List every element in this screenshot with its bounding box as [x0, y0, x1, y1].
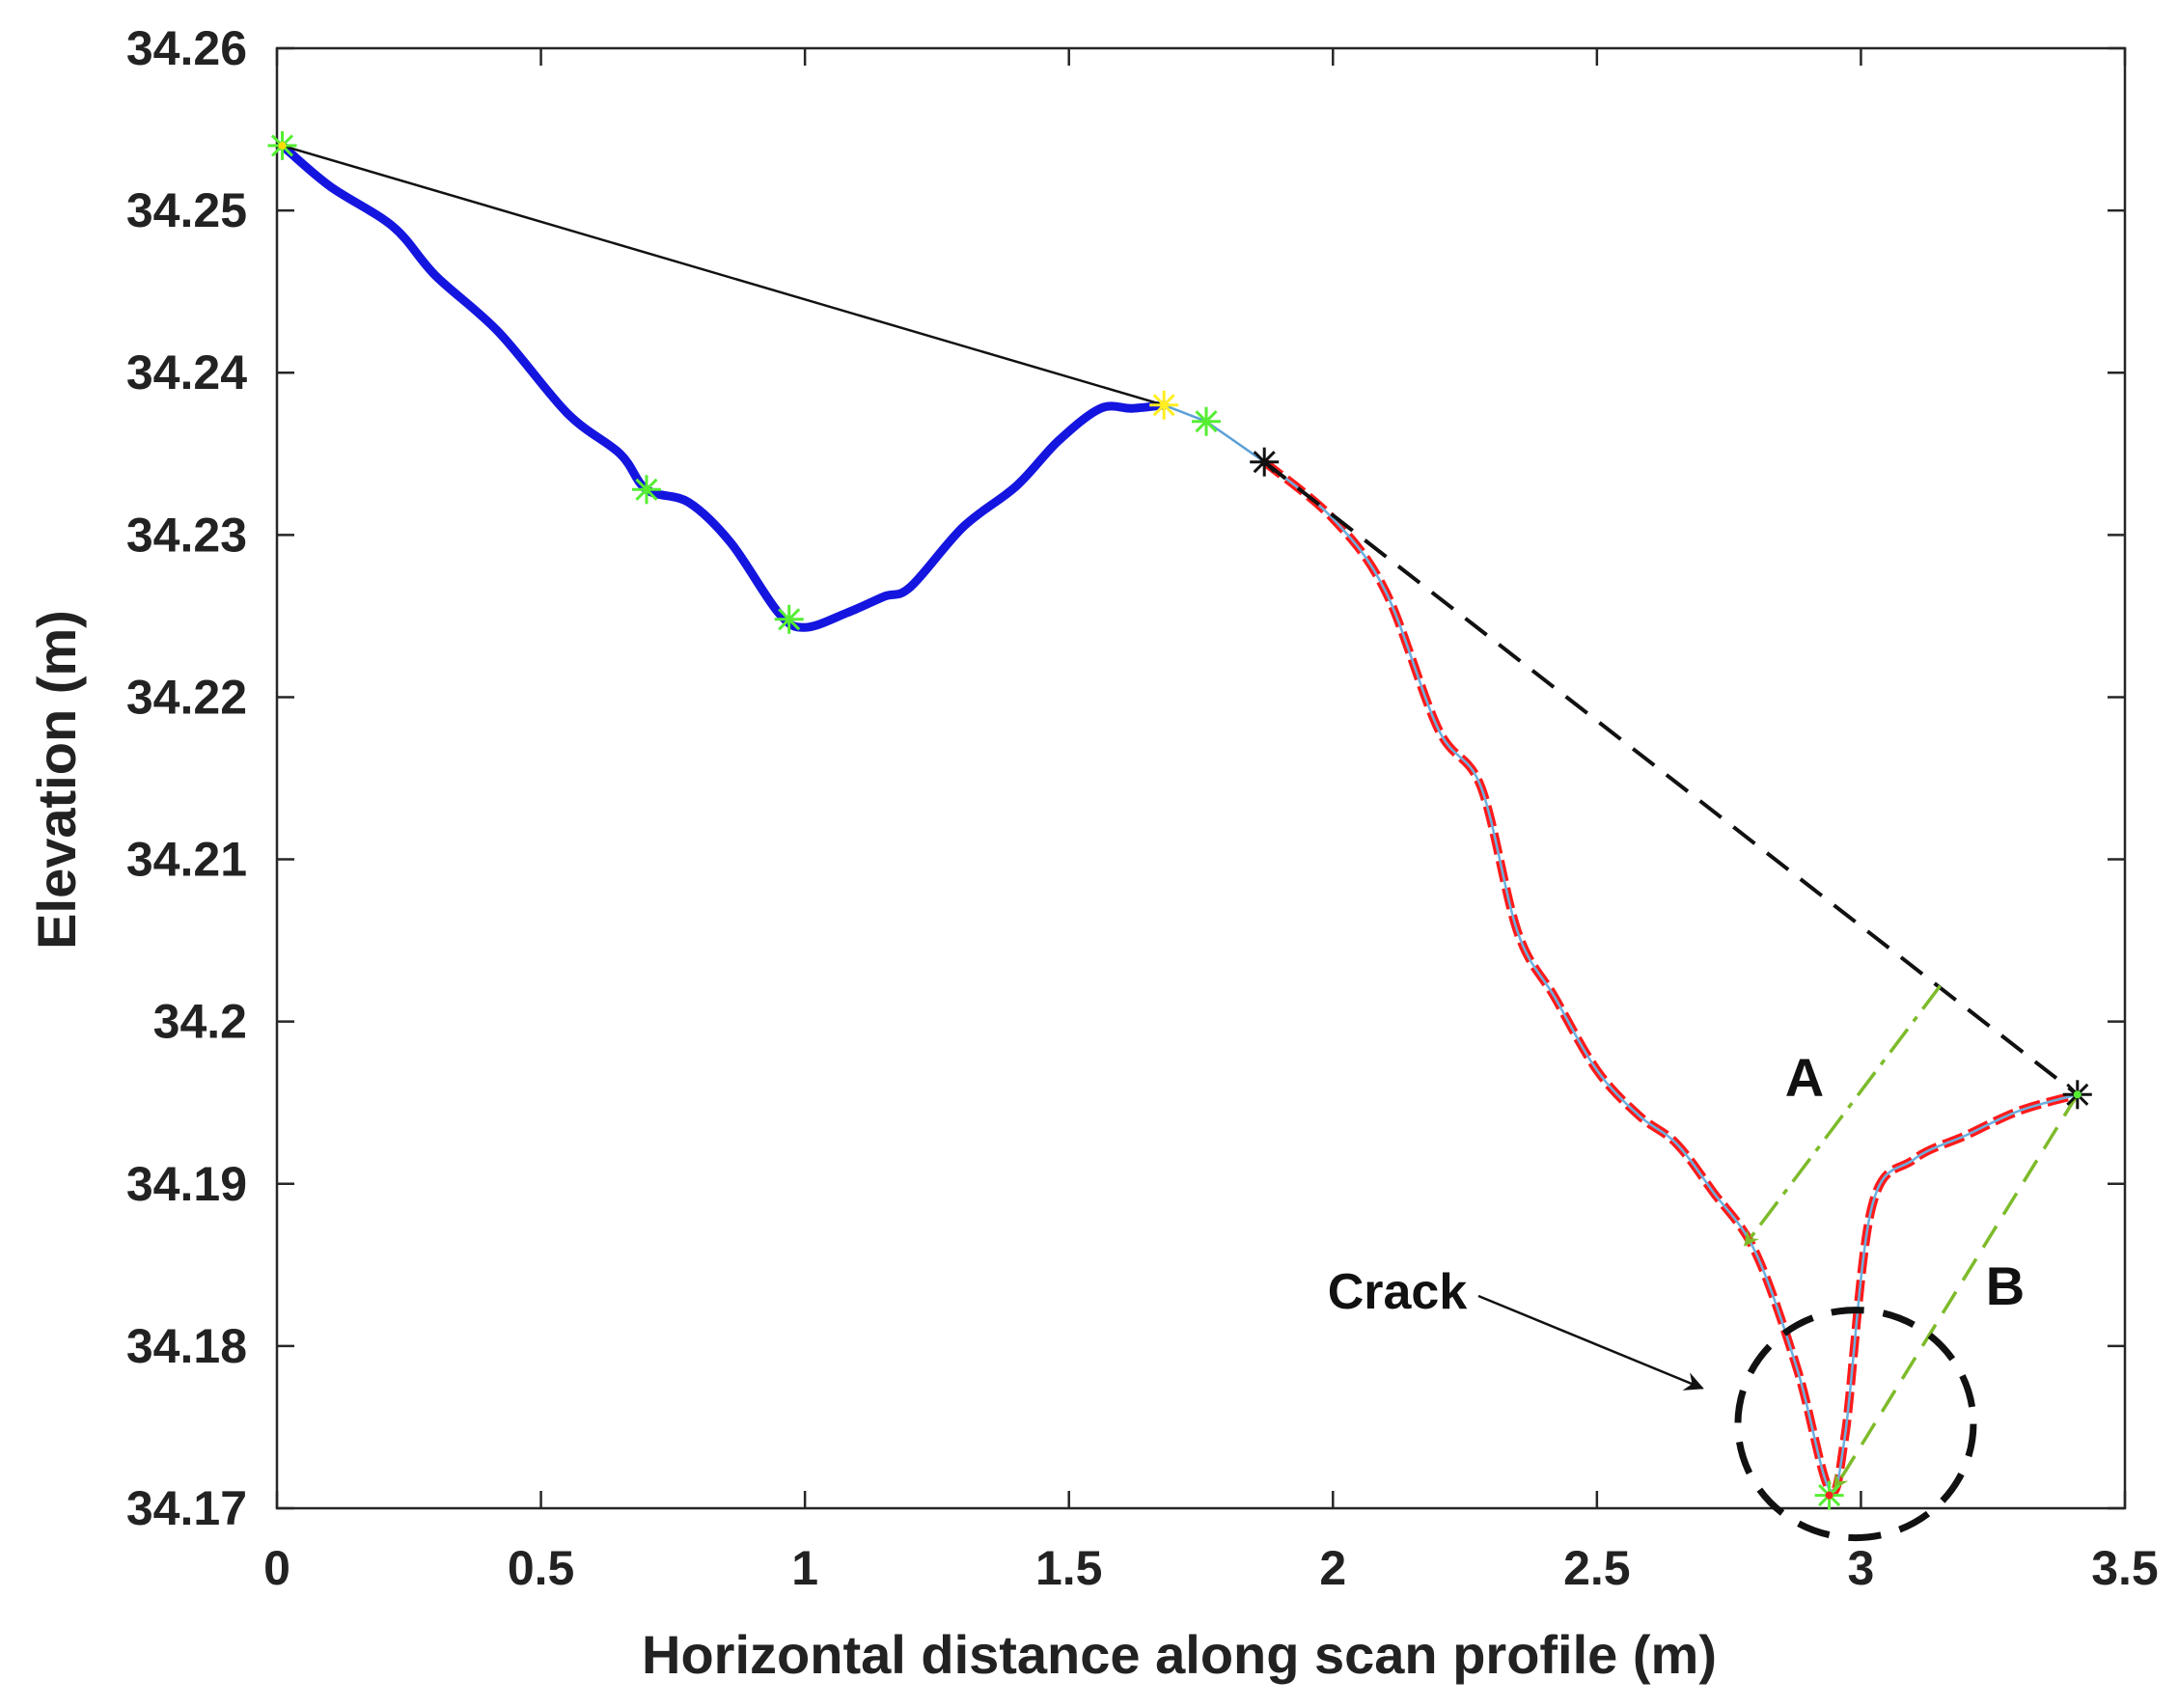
- y-tick-label: 34.21: [126, 833, 247, 887]
- crack-circle: [1734, 1307, 1977, 1542]
- label-b: B: [1986, 1255, 2025, 1316]
- x-tick-label: 2.5: [1563, 1541, 1631, 1595]
- x-tick-label: 1.5: [1035, 1541, 1103, 1595]
- plot-area: [267, 46, 2127, 1542]
- marker-center: [278, 141, 287, 150]
- marker-center: [1825, 1491, 1833, 1500]
- series-hull-segment-1: [282, 144, 1165, 406]
- series-profile-crack-centerline: [1263, 460, 2079, 1494]
- crack-pointer-arrow: [1477, 1294, 1704, 1391]
- x-axis-title: Horizontal distance along scan profile (…: [642, 1624, 1717, 1685]
- marker-peak: [1149, 390, 1179, 420]
- x-tick-label: 1: [791, 1541, 818, 1595]
- y-tick-label: 34.26: [126, 21, 247, 75]
- series-profile-crack: [1261, 458, 2080, 1497]
- marker-center: [785, 615, 793, 623]
- y-tick-label: 34.19: [126, 1157, 247, 1211]
- y-tick-label: 34.22: [126, 670, 247, 724]
- label-a: A: [1785, 1047, 1824, 1108]
- x-tick-label: 3.5: [2091, 1541, 2159, 1595]
- series-hull-segment-2: [1262, 460, 2079, 1096]
- arrow-b: [1833, 1093, 2080, 1490]
- marker-center: [643, 485, 650, 494]
- label-crack: Crack: [1328, 1264, 1468, 1320]
- marker-crack-bottom: [1814, 1480, 1844, 1510]
- marker-center: [1202, 417, 1210, 426]
- marker-local-min: [774, 604, 804, 634]
- x-tick-label: 2: [1319, 1541, 1346, 1595]
- marker-center: [2073, 1090, 2082, 1099]
- marker-center: [1260, 457, 1269, 466]
- marker-start: [267, 130, 297, 160]
- marker-cluster: [1192, 406, 1221, 436]
- arrow-a: [1743, 984, 1942, 1247]
- x-tick-label: 3: [1848, 1541, 1875, 1595]
- x-tick-label: 0: [263, 1541, 290, 1595]
- y-axis-title: Elevation (m): [26, 610, 87, 950]
- y-tick-label: 34.23: [126, 508, 247, 562]
- series-profile-depression: [278, 141, 1169, 632]
- y-tick-label: 34.2: [153, 995, 247, 1049]
- y-tick-label: 34.18: [126, 1319, 247, 1373]
- plot-frame: [275, 46, 2127, 1510]
- x-tick-label: 0.5: [508, 1541, 575, 1595]
- marker-center: [1160, 400, 1169, 409]
- axis-ticks: 0 0.5 1 1.5 2 2.5 3 3.5 34.17 34.18 34.19 34.2 34.21…: [126, 21, 2159, 1595]
- marker-crack-start: [1250, 447, 1280, 477]
- y-tick-label: 34.17: [126, 1481, 247, 1535]
- y-tick-label: 34.24: [126, 345, 247, 399]
- marker-crack-end: [2062, 1080, 2092, 1110]
- y-tick-label: 34.25: [126, 183, 247, 237]
- marker-inflection: [632, 475, 661, 505]
